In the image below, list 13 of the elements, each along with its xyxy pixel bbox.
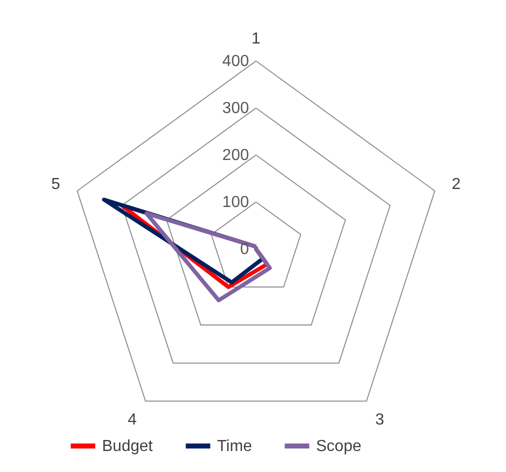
spoke-label: 5 [51,176,60,193]
y-tick-label: 0 [240,241,250,258]
legend-label: Scope [316,438,362,455]
spoke-label: 1 [252,30,261,48]
spoke-label: 2 [452,176,461,193]
legend-label: Time [217,438,252,455]
y-tick-label: 200 [222,147,250,164]
y-tick-label: 100 [222,194,250,211]
spoke-label: 3 [375,411,384,428]
spoke-label: 4 [128,411,137,428]
legend-label: Budget [102,438,154,455]
y-tick-label: 400 [222,53,250,70]
y-tick-label: 300 [222,100,250,117]
